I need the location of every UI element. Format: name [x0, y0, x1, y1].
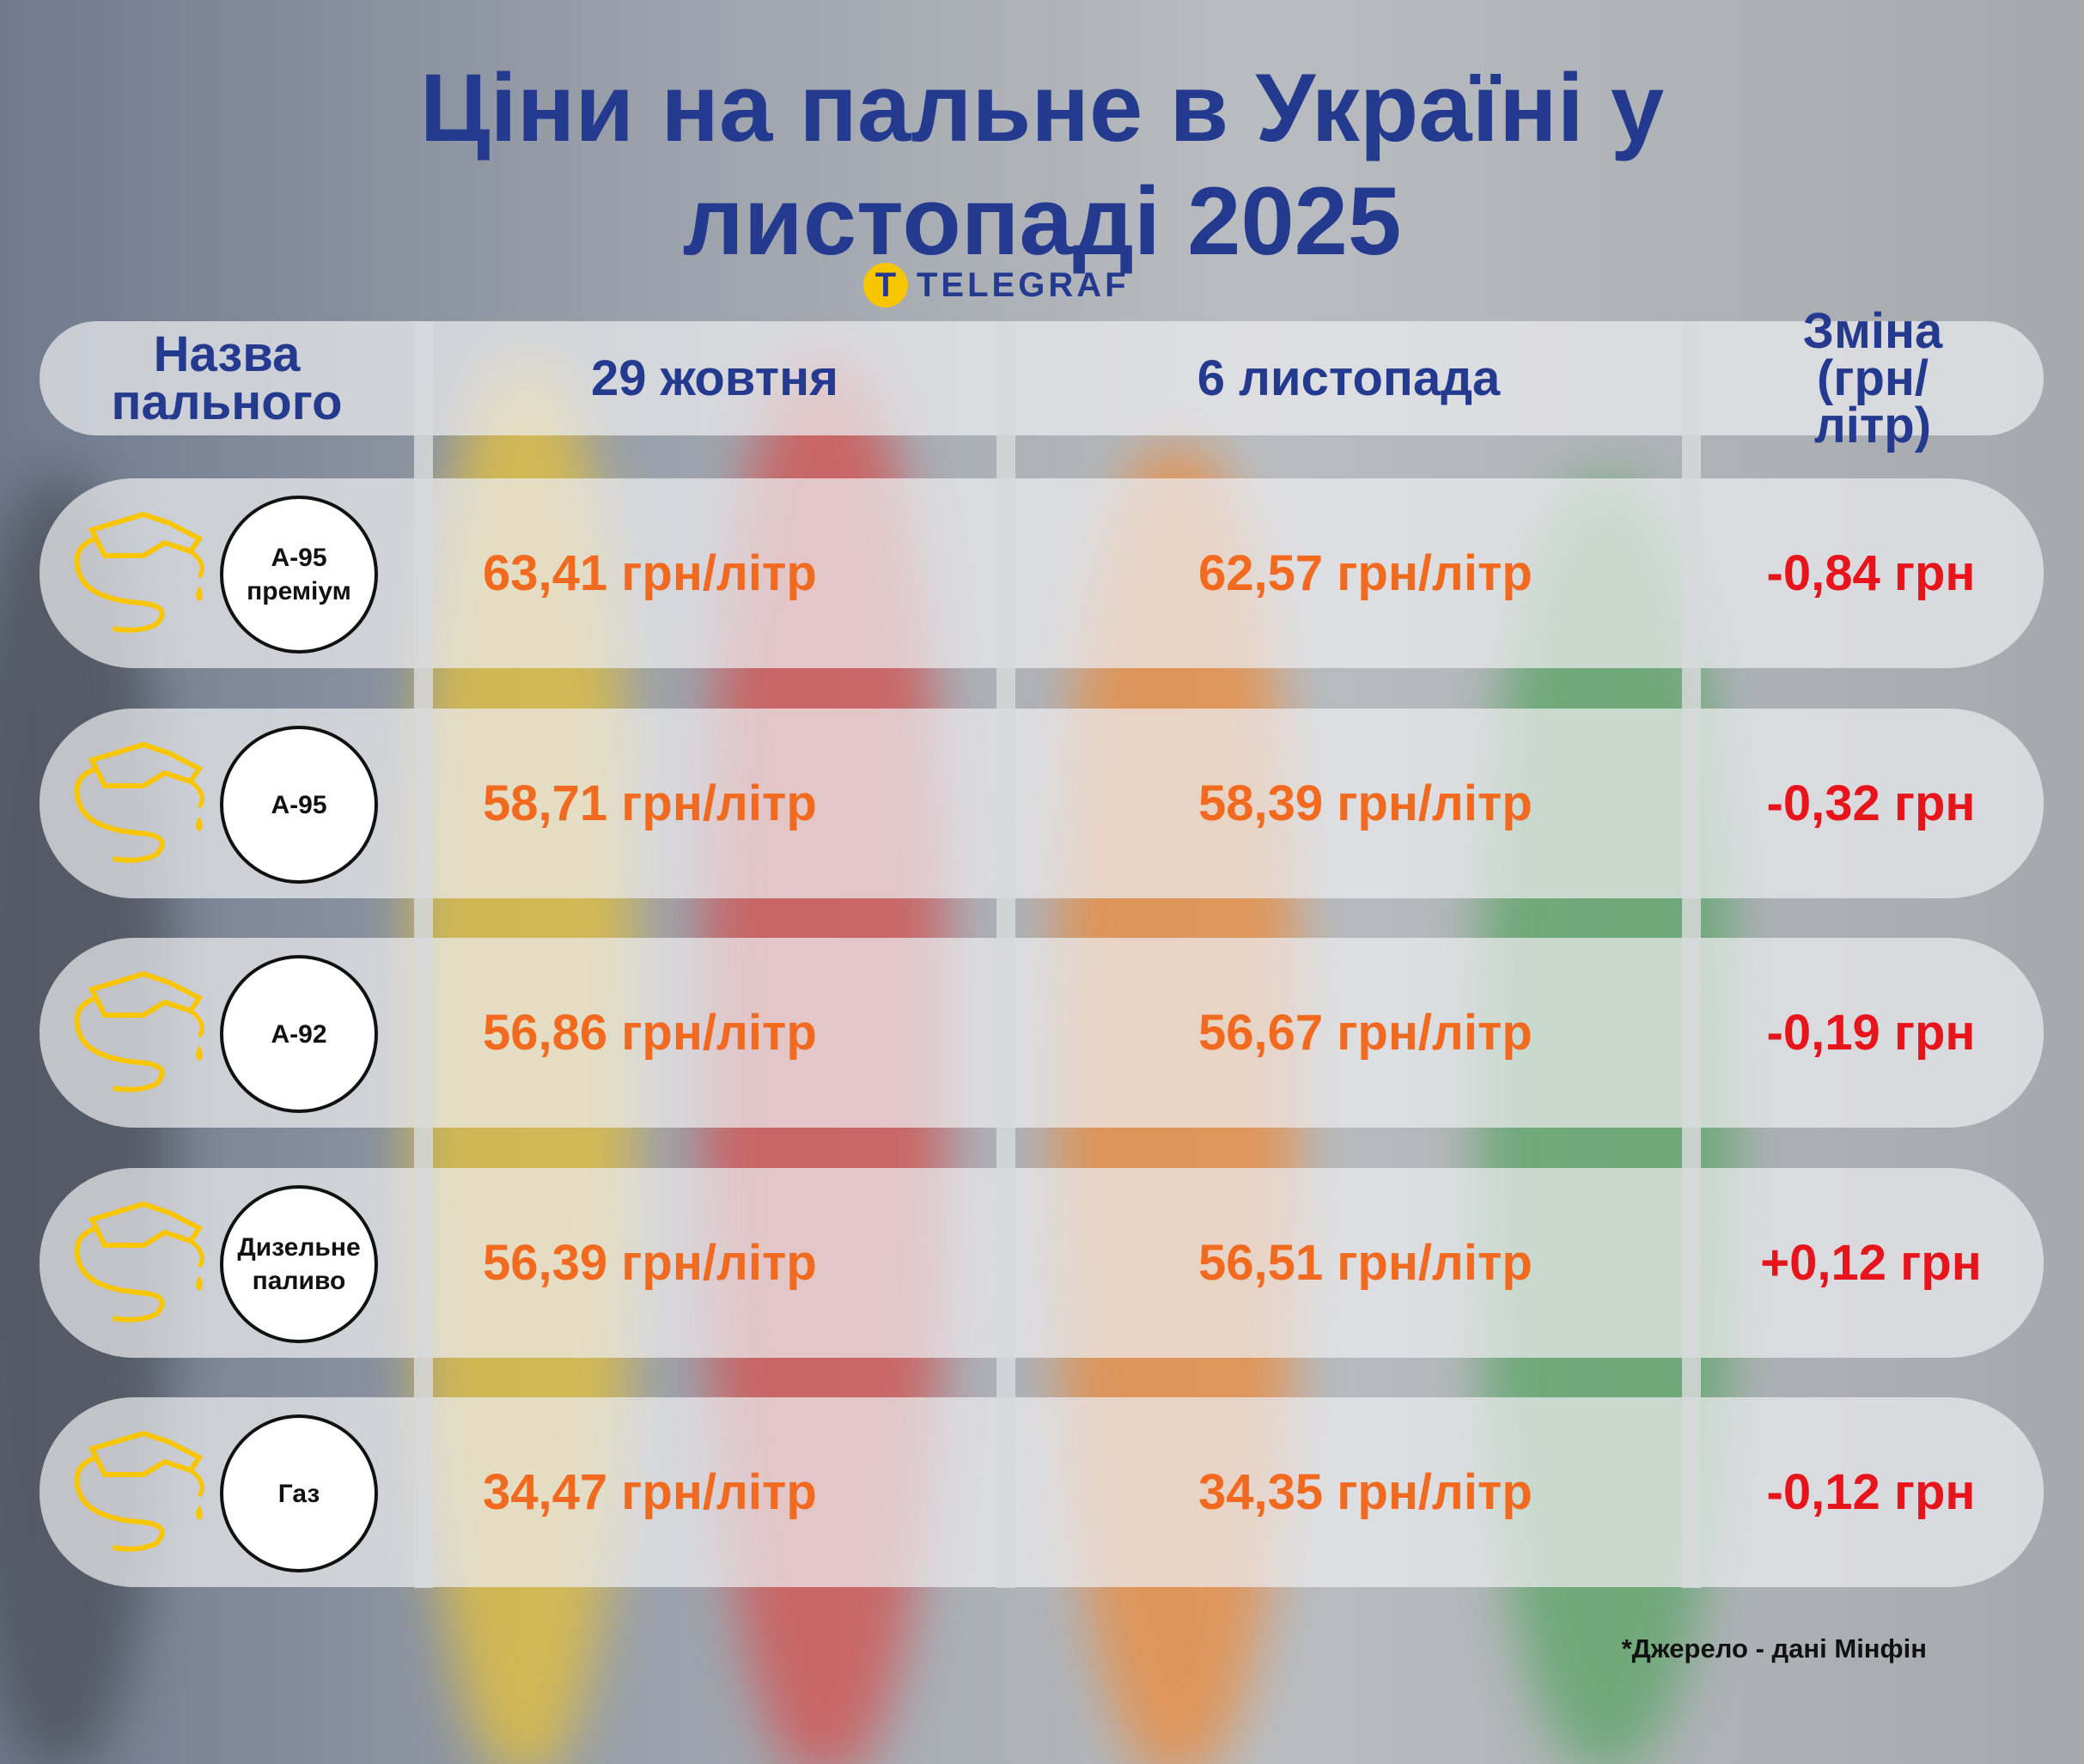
fuel-name: Дизельне паливо	[237, 1233, 361, 1295]
column-header: 29 жовтня	[433, 321, 996, 435]
logo: T TELEGRAF	[863, 263, 1130, 307]
column-header: Зміна (грн/літр)	[1701, 306, 2044, 450]
price-oct29: 58,71 грн/літр	[483, 775, 817, 831]
fuel-name: А-92	[271, 1019, 327, 1049]
fuel-name: Газ	[277, 1479, 320, 1508]
logo-icon: T	[863, 263, 908, 307]
price-oct29: 56,86 грн/літр	[483, 1004, 817, 1061]
header-text: Зміна (грн/літр)	[1802, 302, 1943, 454]
fuel-badge: Дизельне паливо	[220, 1185, 378, 1343]
price-oct29: 56,39 грн/літр	[483, 1234, 817, 1291]
fuel-badge: Газ	[220, 1414, 378, 1572]
price-nov6: 34,35 грн/літр	[1198, 1463, 1533, 1520]
fuel-nozzle-icon	[74, 970, 204, 1092]
logo-text: TELEGRAF	[917, 265, 1130, 304]
fuel-name: А-95	[271, 790, 327, 819]
price-oct29: 34,47 грн/літр	[483, 1463, 817, 1520]
price-nov6: 56,67 грн/літр	[1198, 1004, 1533, 1061]
column-divider	[414, 321, 433, 1588]
price-nov6: 58,39 грн/літр	[1198, 775, 1533, 831]
column-divider	[1682, 321, 1701, 1588]
price-oct29: 63,41 грн/літр	[483, 544, 817, 601]
price-change: -0,19 грн	[1766, 1004, 1976, 1061]
column-divider	[996, 321, 1015, 1588]
price-change: -0,32 грн	[1766, 775, 1976, 831]
fuel-nozzle-icon	[74, 1430, 204, 1552]
source-note: *Джерело - дані Мінфін	[1621, 1633, 1927, 1664]
column-header: 6 листопада	[1015, 321, 1682, 435]
fuel-nozzle-icon	[74, 1201, 204, 1323]
header-text: Назва пального	[111, 326, 343, 430]
fuel-nozzle-icon	[74, 511, 204, 633]
title-line: Ціни на пальне в Україні у	[419, 54, 1665, 161]
header-row	[40, 321, 2044, 435]
fuel-badge: А-95 преміум	[220, 496, 378, 654]
header-text: 29 жовтня	[591, 350, 838, 406]
header-text: 6 листопада	[1197, 350, 1501, 406]
title-line: листопаді 2025	[682, 167, 1402, 275]
price-change: -0,84 грн	[1766, 544, 1976, 601]
fuel-badge: А-95	[220, 726, 378, 884]
fuel-name: А-95 преміум	[247, 544, 351, 605]
price-nov6: 62,57 грн/літр	[1198, 544, 1533, 601]
fuel-badge: А-92	[220, 955, 378, 1113]
price-change: +0,12 грн	[1760, 1234, 1982, 1291]
price-nov6: 56,51 грн/літр	[1198, 1234, 1533, 1291]
price-change: -0,12 грн	[1766, 1463, 1976, 1520]
column-header: Назва пального	[40, 321, 414, 435]
fuel-nozzle-icon	[74, 741, 204, 863]
